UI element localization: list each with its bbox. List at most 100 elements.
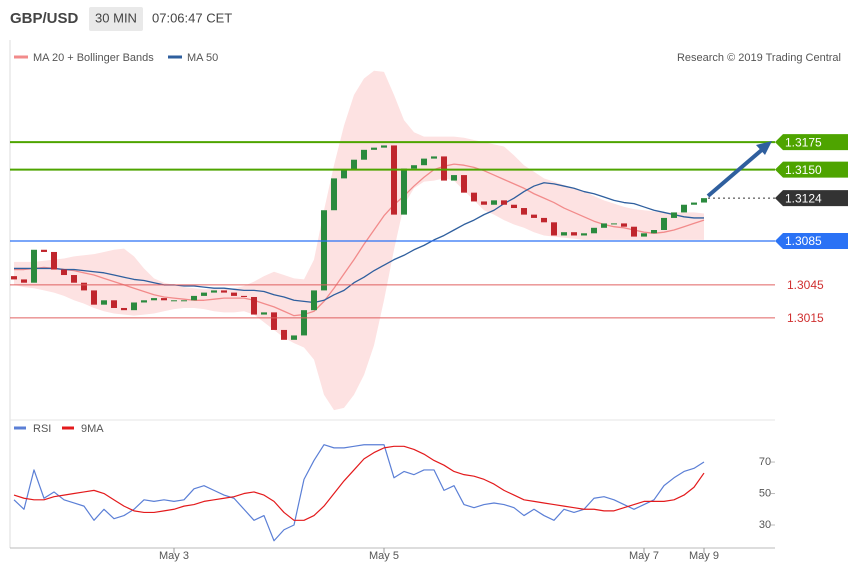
- x-tick-label: May 3: [159, 550, 189, 562]
- candle: [271, 312, 277, 330]
- candle: [551, 222, 557, 236]
- candle: [381, 145, 387, 148]
- level-box: [775, 232, 848, 249]
- x-tick-label: May 7: [629, 550, 659, 562]
- level-layer: 1.3175 1.3150 1.3124 1.3085 1.3045 1.3015: [10, 134, 848, 325]
- level-label: 1.3045: [787, 278, 824, 292]
- candle: [141, 300, 147, 303]
- candle: [641, 233, 647, 237]
- candle: [91, 290, 97, 305]
- level-label: 1.3150: [785, 163, 822, 177]
- candle: [471, 192, 477, 202]
- candle: [591, 227, 597, 234]
- candle: [261, 312, 267, 315]
- candle: [611, 223, 617, 225]
- level-label: 1.3085: [785, 234, 822, 248]
- credit: Research © 2019 Trading Central: [677, 52, 841, 64]
- candle: [521, 208, 527, 215]
- level-label: 1.3124: [785, 191, 822, 205]
- candle: [131, 302, 137, 311]
- candle: [531, 214, 537, 218]
- ma-line: [14, 163, 705, 317]
- candle: [31, 249, 37, 283]
- legend-label: MA 20 + Bollinger Bands: [33, 52, 154, 64]
- candle: [651, 230, 657, 234]
- level-box: [775, 134, 848, 151]
- candle: [161, 298, 167, 301]
- legend-label: 9MA: [81, 423, 104, 435]
- candle: [201, 292, 207, 296]
- candle: [541, 217, 547, 223]
- candle: [501, 200, 507, 205]
- candle: [231, 292, 237, 296]
- candle: [211, 290, 217, 293]
- interval-box: [89, 7, 143, 31]
- level-box: [775, 190, 848, 207]
- candle: [661, 217, 667, 230]
- candle: [581, 233, 587, 236]
- candle: [681, 204, 687, 213]
- rsi-line: [13, 445, 705, 521]
- candle: [431, 156, 437, 159]
- candle: [331, 178, 337, 211]
- candle: [691, 202, 697, 205]
- forecast-arrow: [706, 146, 766, 198]
- candle: [81, 282, 87, 291]
- level-box: [775, 161, 848, 178]
- candle: [441, 156, 447, 181]
- candle: [171, 300, 177, 302]
- candle: [561, 232, 567, 236]
- candle: [421, 158, 427, 166]
- candle: [241, 295, 247, 297]
- legend-label: MA 50: [187, 52, 218, 64]
- candle: [151, 298, 157, 301]
- candle: [221, 290, 227, 293]
- candle: [311, 290, 317, 311]
- candle: [181, 300, 187, 302]
- x-tick-label: May 5: [369, 550, 399, 562]
- time: 07:06:47 CET: [152, 10, 232, 25]
- y-tick-label: 70: [759, 456, 771, 468]
- candle: [251, 296, 257, 315]
- candle: [371, 147, 377, 150]
- interval: 30 MIN: [95, 10, 137, 25]
- candle: [51, 251, 57, 270]
- line-layer: [14, 163, 705, 317]
- candle: [511, 204, 517, 209]
- candle: [101, 300, 107, 305]
- candle: [481, 201, 487, 205]
- candle: [321, 210, 327, 291]
- candle: [411, 165, 417, 169]
- candle: [601, 223, 607, 228]
- candle: [461, 175, 467, 193]
- candle: [291, 335, 297, 340]
- candle: [191, 295, 197, 301]
- symbol: GBP/USD: [10, 10, 79, 27]
- candle: [631, 226, 637, 237]
- x-tick-label: May 9: [689, 550, 719, 562]
- candle: [341, 169, 347, 179]
- candle: [41, 249, 47, 252]
- candle-layer: [11, 145, 707, 340]
- candle: [281, 329, 287, 340]
- ma-line: [14, 182, 704, 304]
- level-label: 1.3175: [785, 135, 822, 149]
- candle: [401, 168, 407, 215]
- candle: [21, 279, 27, 283]
- candle: [451, 175, 457, 181]
- candle: [61, 269, 67, 276]
- candle: [71, 275, 77, 283]
- legend-label: RSI: [33, 423, 51, 435]
- y-tick-label: 50: [759, 487, 771, 499]
- candle: [121, 307, 127, 311]
- candle: [391, 145, 397, 215]
- candle: [701, 198, 707, 203]
- candle: [111, 300, 117, 308]
- candle: [671, 212, 677, 218]
- rsi-line: [13, 444, 705, 542]
- candle: [301, 310, 307, 336]
- candle: [11, 276, 17, 280]
- candle: [361, 149, 367, 160]
